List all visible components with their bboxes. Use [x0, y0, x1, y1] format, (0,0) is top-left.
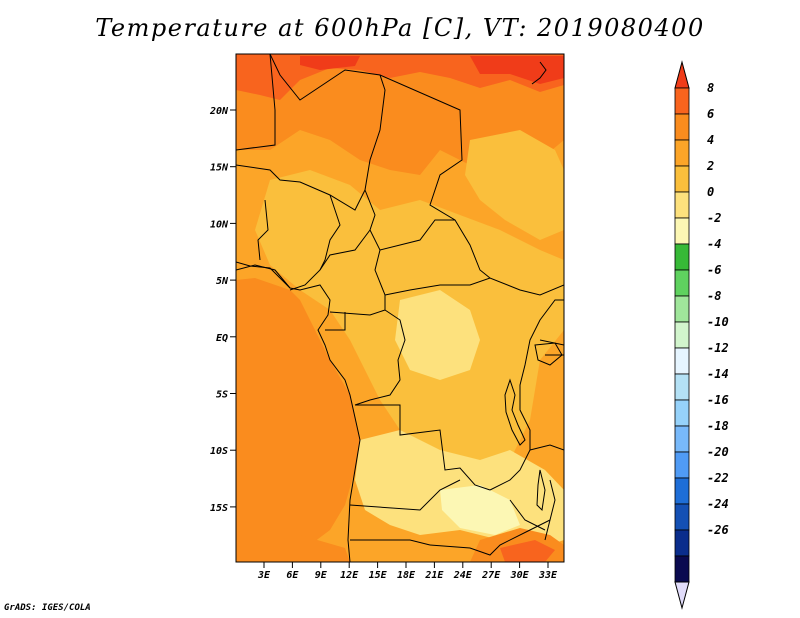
colorbar-label: -10 — [707, 315, 729, 329]
lon-tick-label: 18E — [397, 570, 416, 581]
map-frame — [235, 53, 565, 563]
lon-tick-label: 30E — [510, 570, 530, 581]
colorbar-label: 4 — [707, 133, 714, 147]
field-neg4-to-neg2 — [440, 485, 520, 535]
lon-tick-label: 21E — [424, 570, 444, 581]
colorbar-label: -22 — [707, 471, 729, 485]
colorbar-bin — [674, 477, 690, 505]
lat-tick-label: 10N — [210, 219, 229, 230]
colorbar-label: 6 — [707, 107, 714, 121]
lat-tick-label: EQ — [216, 333, 228, 344]
nile-river — [531, 61, 547, 85]
lat-tick-label: 20N — [209, 106, 229, 117]
colorbar-bin — [674, 529, 690, 557]
colorbar: 8 6 4 2 0 -2 -4 -6 -8 -10 -12 -14 -16 -18 -20 -22 -24 -26 — [674, 60, 729, 610]
field-southwest-warm — [236, 535, 350, 562]
colorbar-bin — [674, 269, 690, 297]
field-north-hot-west — [300, 56, 360, 70]
lat-tick-label: 5N — [216, 276, 229, 287]
colorbar-label: -6 — [707, 263, 721, 277]
colorbar-label: -4 — [707, 237, 721, 251]
country-borders — [236, 54, 564, 556]
lon-tick-label: 6E — [286, 570, 299, 581]
colorbar-bin — [674, 321, 690, 349]
colorbar-label: -14 — [707, 367, 729, 381]
colorbar-label: -12 — [707, 341, 729, 355]
colorbar-label: -20 — [707, 445, 729, 459]
lat-tick-label: 10S — [210, 446, 228, 457]
colorbar-bin — [674, 295, 690, 323]
colorbar-bin — [674, 113, 690, 141]
colorbar-label: 0 — [707, 185, 714, 199]
lon-tick-label: 33E — [538, 570, 558, 581]
coastline-west — [236, 261, 361, 562]
lon-tick-label: 15E — [369, 570, 388, 581]
colorbar-bin — [674, 217, 690, 245]
map-plot-area — [236, 54, 564, 562]
lon-tick-label: 9E — [315, 570, 328, 581]
latitude-axis: 20N 15N 10N 5N EQ 5S 10S 15S — [209, 106, 236, 514]
colorbar-bin — [674, 139, 690, 167]
colorbar-label: -18 — [707, 419, 729, 433]
colorbar-label: 2 — [706, 159, 714, 173]
field-southeast-hot — [500, 540, 555, 562]
credit-text: GrADS: IGES/COLA — [4, 603, 91, 613]
lon-tick-label: 12E — [340, 570, 359, 581]
lat-tick-label: 15N — [210, 163, 229, 174]
field-west-warm — [236, 278, 360, 545]
colorbar-bin — [674, 243, 690, 271]
colorbar-bin — [674, 191, 690, 219]
lon-tick-label: 27E — [481, 570, 501, 581]
longitude-axis: 3E 6E 9E 12E 15E 18E 21E 24E 27E 30E 33E — [257, 562, 558, 581]
lake-tanganyika — [504, 378, 526, 446]
colorbar-label: 8 — [707, 81, 714, 95]
colorbar-bottom-arrow — [674, 581, 690, 610]
colorbar-label: -24 — [707, 497, 729, 511]
field-neg2-to-0-centre — [395, 290, 480, 380]
colorbar-bin — [674, 373, 690, 401]
lake-victoria — [534, 342, 563, 366]
colorbar-bin — [674, 503, 690, 531]
colorbar-top-arrow — [674, 60, 690, 89]
colorbar-bin — [674, 165, 690, 193]
colorbar-bin — [674, 425, 690, 453]
lake-malawi — [536, 469, 546, 512]
colorbar-bin — [674, 555, 690, 583]
lon-tick-label: 3E — [257, 570, 271, 581]
lat-tick-label: 5S — [216, 390, 228, 401]
colorbar-label: -26 — [707, 523, 729, 537]
colorbar-bin — [674, 347, 690, 375]
colorbar-bin — [674, 87, 690, 115]
colorbar-label: -8 — [707, 289, 721, 303]
lon-tick-label: 24E — [453, 570, 473, 581]
chart-title: Temperature at 600hPa [C], VT: 201908040… — [95, 14, 705, 42]
field-0-to-2-northeast — [465, 130, 564, 240]
colorbar-bin — [674, 399, 690, 427]
lat-tick-label: 15S — [210, 503, 228, 514]
colorbar-bin — [674, 451, 690, 479]
colorbar-label: -16 — [707, 393, 729, 407]
colorbar-label: -2 — [707, 211, 721, 225]
